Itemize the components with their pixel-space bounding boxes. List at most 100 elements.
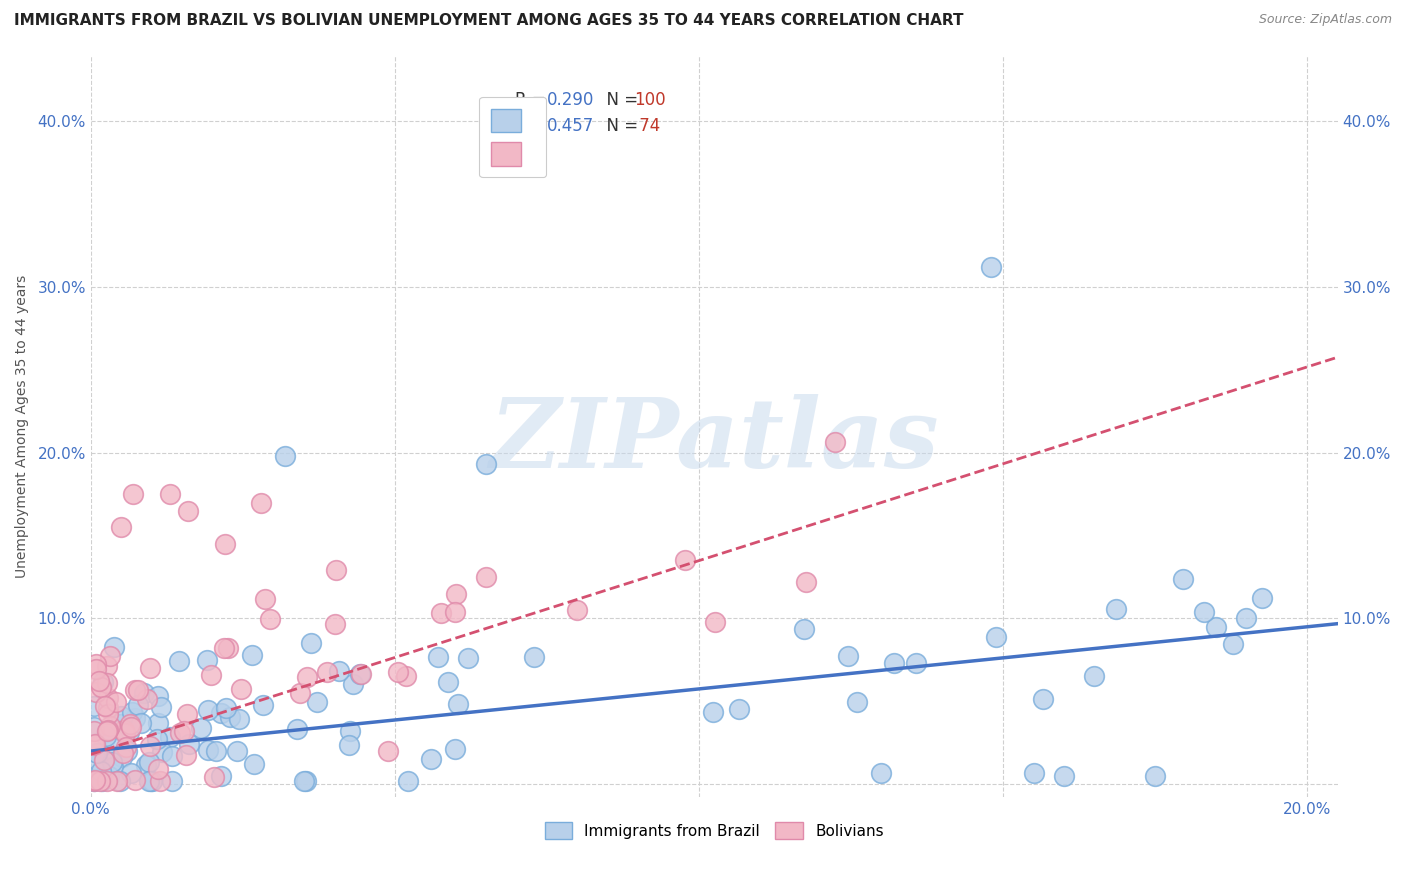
Point [86,747,108,761]
Point [97,691,120,706]
Point [97,700,120,714]
Point [274,449,297,463]
Text: 0.457: 0.457 [547,117,595,135]
Point [176,748,198,763]
Point [824,435,846,450]
Point [325,563,347,577]
Point [103,640,125,654]
Point [1083,669,1105,683]
Point [173,724,195,739]
Point [122,487,145,501]
Point [1032,692,1054,706]
Point [159,487,181,501]
Point [339,723,361,738]
Point [704,615,727,629]
Point [1171,572,1194,586]
Point [97,707,120,722]
Point [139,661,162,675]
Point [350,667,373,681]
Point [190,721,212,735]
Point [197,703,219,717]
Point [149,699,172,714]
Point [112,723,135,737]
Point [120,720,142,734]
Point [111,746,134,760]
Text: 0.290: 0.290 [547,91,595,109]
Point [209,769,232,783]
Point [295,773,318,788]
Point [337,738,360,752]
Point [83,738,105,752]
Text: 100: 100 [634,91,666,109]
Point [84,662,107,676]
Point [290,686,312,700]
Point [837,649,859,664]
Point [86,754,108,768]
Point [105,695,128,709]
Point [240,648,263,662]
Point [124,772,146,787]
Point [83,699,105,714]
Point [83,723,105,738]
Point [111,750,134,764]
Point [1222,637,1244,651]
Text: 74: 74 [634,117,661,135]
Point [97,723,120,737]
Y-axis label: Unemployment Among Ages 35 to 44 years: Unemployment Among Ages 35 to 44 years [15,275,30,578]
Point [90,764,112,778]
Point [231,681,253,696]
Point [305,695,328,709]
Text: Source: ZipAtlas.com: Source: ZipAtlas.com [1258,13,1392,27]
Point [197,652,219,666]
Point [135,758,157,772]
Point [118,725,141,739]
Point [243,757,266,772]
Point [146,689,169,703]
Point [96,658,118,673]
Point [444,606,467,620]
Point [214,537,236,551]
Point [197,743,219,757]
Point [252,698,274,713]
Point [159,730,181,744]
Point [94,698,117,713]
Point [98,769,121,783]
Point [444,587,467,601]
Point [205,744,228,758]
Point [1105,602,1128,616]
Point [110,709,132,723]
Point [114,740,136,755]
Point [149,773,172,788]
Point [169,726,191,740]
Point [793,623,815,637]
Point [120,765,142,780]
Point [100,648,122,663]
Point [101,755,124,769]
Point [176,706,198,721]
Point [395,669,418,683]
Point [167,654,190,668]
Point [124,682,146,697]
Point [118,716,141,731]
Point [342,677,364,691]
Point [83,720,105,734]
Point [250,495,273,509]
Point [212,641,235,656]
Point [870,765,893,780]
Point [141,773,163,788]
Point [177,504,200,518]
Point [209,706,232,720]
Point [103,732,125,747]
Point [475,458,498,472]
Point [177,737,200,751]
Point [794,575,817,590]
Point [225,744,247,758]
Point [299,636,322,650]
Point [323,616,346,631]
Point [295,670,318,684]
Point [90,773,112,788]
Point [145,732,167,747]
Point [138,756,160,770]
Point [160,773,183,788]
Point [96,748,118,763]
